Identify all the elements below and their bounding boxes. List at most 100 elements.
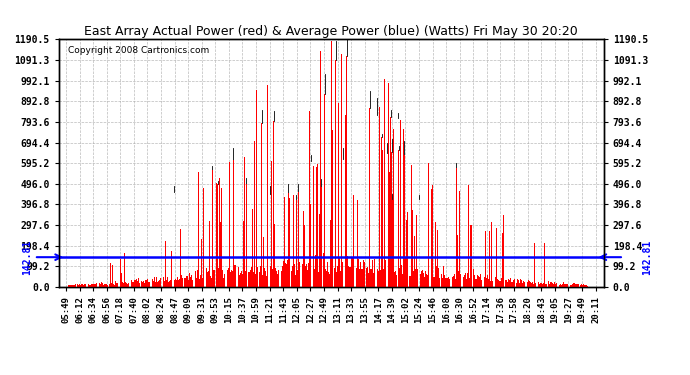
Bar [538, 282, 539, 287]
Bar [370, 270, 371, 287]
Bar [573, 283, 574, 287]
Text: 142.81: 142.81 [23, 240, 32, 275]
Bar [491, 222, 492, 287]
Bar [188, 280, 189, 287]
Bar [531, 283, 532, 287]
Bar [149, 282, 150, 287]
Bar [400, 120, 401, 287]
Bar [184, 278, 185, 287]
Bar [360, 262, 361, 287]
Bar [169, 281, 170, 287]
Bar [411, 165, 412, 287]
Bar [100, 284, 101, 287]
Bar [219, 178, 220, 287]
Bar [333, 105, 335, 287]
Bar [582, 285, 583, 287]
Bar [428, 166, 429, 287]
Bar [146, 280, 147, 287]
Bar [158, 281, 159, 287]
Bar [354, 252, 355, 287]
Bar [520, 279, 521, 287]
Bar [323, 112, 324, 287]
Text: 142.81: 142.81 [642, 240, 652, 275]
Bar [264, 268, 265, 287]
Bar [76, 286, 77, 287]
Bar [250, 270, 251, 287]
Bar [445, 278, 446, 287]
Bar [267, 85, 268, 287]
Bar [152, 279, 153, 287]
Bar [489, 231, 490, 287]
Bar [178, 280, 179, 287]
Bar [560, 284, 561, 287]
Bar [371, 269, 372, 287]
Bar [172, 279, 173, 287]
Bar [458, 272, 459, 287]
Bar [524, 280, 526, 287]
Bar [498, 280, 499, 287]
Bar [361, 269, 362, 287]
Bar [349, 267, 350, 287]
Bar [433, 277, 434, 287]
Bar [101, 282, 102, 287]
Bar [107, 285, 108, 287]
Bar [68, 285, 69, 287]
Bar [94, 284, 95, 287]
Bar [270, 266, 271, 287]
Bar [295, 275, 296, 287]
Bar [369, 108, 370, 287]
Bar [373, 273, 374, 287]
Bar [205, 271, 206, 287]
Bar [341, 54, 342, 287]
Bar [161, 276, 162, 287]
Bar [286, 264, 287, 287]
Bar [320, 51, 321, 287]
Bar [212, 170, 213, 287]
Bar [548, 284, 549, 287]
Bar [251, 267, 252, 287]
Bar [71, 285, 72, 287]
Bar [447, 278, 448, 287]
Bar [393, 129, 394, 287]
Bar [208, 271, 209, 287]
Bar [464, 275, 465, 287]
Bar [210, 276, 211, 287]
Bar [73, 285, 74, 287]
Bar [413, 271, 414, 287]
Bar [462, 278, 463, 287]
Bar [405, 257, 406, 287]
Bar [523, 281, 524, 287]
Bar [191, 275, 192, 287]
Bar [135, 280, 136, 287]
Bar [307, 270, 308, 287]
Bar [99, 283, 100, 287]
Bar [473, 269, 474, 287]
Bar [497, 279, 498, 287]
Bar [293, 195, 294, 287]
Bar [144, 283, 145, 287]
Bar [430, 269, 431, 287]
Bar [114, 285, 115, 287]
Bar [139, 282, 141, 287]
Bar [406, 212, 408, 287]
Bar [215, 272, 217, 287]
Bar [108, 284, 109, 287]
Bar [519, 283, 520, 287]
Bar [265, 271, 266, 287]
Bar [493, 276, 495, 287]
Bar [330, 220, 331, 287]
Bar [530, 282, 531, 287]
Bar [378, 271, 379, 287]
Bar [574, 283, 575, 287]
Bar [456, 168, 457, 287]
Bar [506, 280, 507, 287]
Bar [451, 273, 453, 287]
Bar [192, 280, 193, 287]
Bar [74, 285, 75, 287]
Bar [298, 192, 299, 287]
Bar [350, 267, 351, 287]
Bar [357, 200, 358, 287]
Bar [561, 285, 562, 287]
Bar [209, 220, 210, 287]
Bar [374, 260, 375, 287]
